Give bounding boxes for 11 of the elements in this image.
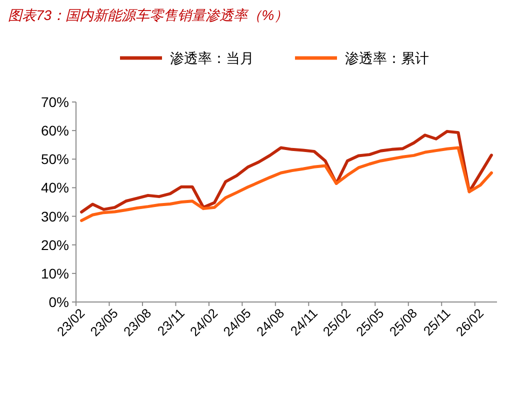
legend-label: 渗透率：累计 bbox=[345, 50, 429, 66]
y-tick-label: 30% bbox=[40, 208, 69, 224]
y-tick-label: 50% bbox=[40, 151, 69, 168]
y-tick-label: 40% bbox=[40, 180, 69, 196]
y-tick-label: 20% bbox=[40, 236, 69, 253]
title: 图表73：国内新能源车零售销量渗透率（%） bbox=[8, 7, 288, 23]
y-tick-label: 60% bbox=[40, 122, 69, 139]
y-tick-label: 70% bbox=[40, 94, 69, 110]
legend-label: 渗透率：当月 bbox=[170, 50, 254, 66]
y-tick-label: 10% bbox=[40, 265, 69, 282]
y-tick-label: 0% bbox=[48, 294, 69, 310]
